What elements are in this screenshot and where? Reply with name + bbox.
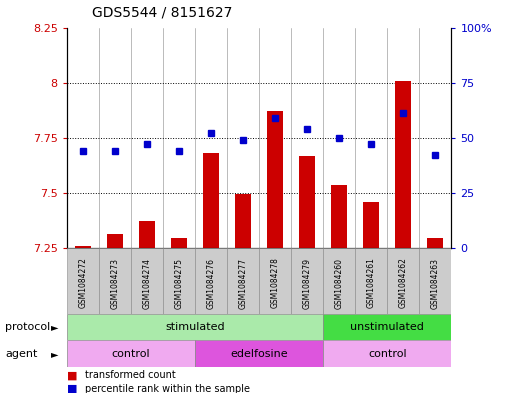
Text: GSM1084277: GSM1084277 [239,258,248,309]
Bar [195,340,323,367]
Bar [420,248,451,314]
Bar [227,248,259,314]
Text: GSM1084262: GSM1084262 [399,258,408,309]
Bar [203,153,219,248]
Bar [259,248,291,314]
Text: GSM1084261: GSM1084261 [367,258,376,309]
Bar [75,246,91,248]
Bar [267,111,283,248]
Bar [355,248,387,314]
Bar [195,248,227,314]
Text: GSM1084276: GSM1084276 [206,258,215,309]
Text: GSM1084275: GSM1084275 [174,258,184,309]
Bar [427,238,443,248]
Text: control: control [111,349,150,359]
Bar [331,185,347,248]
Text: ■: ■ [67,384,77,393]
Bar [67,248,98,314]
Text: GSM1084260: GSM1084260 [334,258,344,309]
Text: stimulated: stimulated [165,322,225,332]
Text: transformed count: transformed count [85,370,175,380]
Bar [107,234,123,248]
Text: ■: ■ [67,370,77,380]
Bar [67,340,195,367]
Bar [171,238,187,248]
Text: percentile rank within the sample: percentile rank within the sample [85,384,250,393]
Text: unstimulated: unstimulated [350,322,424,332]
Text: ►: ► [51,322,59,332]
Text: GSM1084263: GSM1084263 [431,258,440,309]
Bar [291,248,323,314]
Text: agent: agent [5,349,37,359]
Bar [299,156,315,248]
Text: edelfosine: edelfosine [230,349,288,359]
Text: protocol: protocol [5,322,50,332]
Text: control: control [368,349,407,359]
Bar [139,221,155,248]
Bar [396,81,411,248]
Bar [131,248,163,314]
Text: GSM1084273: GSM1084273 [110,258,120,309]
Text: GSM1084278: GSM1084278 [270,258,280,309]
Text: GSM1084279: GSM1084279 [303,258,312,309]
Bar [235,194,251,248]
Text: ►: ► [51,349,59,359]
Bar [387,248,420,314]
Bar [363,202,379,248]
Bar [98,248,131,314]
Text: GDS5544 / 8151627: GDS5544 / 8151627 [92,6,233,20]
Text: GSM1084272: GSM1084272 [78,258,87,309]
Bar [323,248,355,314]
Bar [323,340,451,367]
Bar [163,248,195,314]
Text: GSM1084274: GSM1084274 [142,258,151,309]
Bar [323,314,451,340]
Bar [67,314,323,340]
